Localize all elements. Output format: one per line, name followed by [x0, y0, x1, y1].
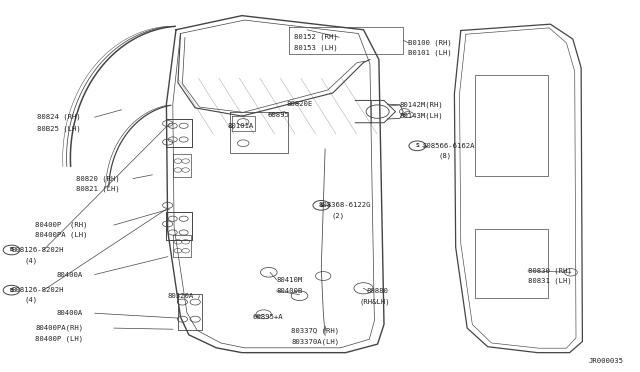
Text: B: B	[10, 288, 13, 293]
Text: 80821 (LH): 80821 (LH)	[76, 186, 119, 192]
Text: JR000035: JR000035	[589, 358, 624, 364]
Text: 80400P  (RH): 80400P (RH)	[35, 222, 88, 228]
Text: S08566-6162A: S08566-6162A	[422, 143, 475, 149]
Text: 80152 (RH): 80152 (RH)	[294, 34, 338, 41]
Text: 60895+A: 60895+A	[253, 314, 284, 320]
Text: 80142M(RH): 80142M(RH)	[400, 102, 444, 108]
Text: (RH&LH): (RH&LH)	[360, 298, 390, 305]
Text: 80400PA (LH): 80400PA (LH)	[35, 232, 88, 238]
Text: B08126-8202H: B08126-8202H	[12, 247, 64, 253]
Text: 80320A: 80320A	[168, 293, 194, 299]
Text: 80410M: 80410M	[276, 277, 303, 283]
Text: (4): (4)	[24, 297, 38, 304]
Text: S08368-6122G: S08368-6122G	[319, 202, 371, 208]
Text: 80400A: 80400A	[56, 310, 83, 316]
Text: 80400B: 80400B	[276, 288, 303, 294]
Text: 80153 (LH): 80153 (LH)	[294, 44, 338, 51]
Text: 803370A(LH): 803370A(LH)	[291, 338, 339, 345]
Text: 80824 (RH): 80824 (RH)	[37, 114, 81, 121]
Text: (8): (8)	[438, 153, 452, 160]
Text: 80400A: 80400A	[56, 272, 83, 278]
Text: (4): (4)	[24, 257, 38, 264]
Text: (2): (2)	[332, 212, 345, 219]
Text: 80400PA(RH): 80400PA(RH)	[35, 325, 83, 331]
Text: 80820 (RH): 80820 (RH)	[76, 175, 119, 182]
Text: 60895: 60895	[268, 112, 289, 118]
Text: 80337Q (RH): 80337Q (RH)	[291, 327, 339, 334]
Text: 80B25 (LH): 80B25 (LH)	[37, 125, 81, 132]
Text: B0100 (RH): B0100 (RH)	[408, 39, 452, 46]
Text: 80831 (LH): 80831 (LH)	[528, 278, 572, 285]
Text: 80101A: 80101A	[227, 124, 253, 129]
Text: B0101 (LH): B0101 (LH)	[408, 50, 452, 57]
Text: 80830 (RH): 80830 (RH)	[528, 267, 572, 274]
Text: 80820E: 80820E	[287, 101, 313, 107]
Text: 80400P (LH): 80400P (LH)	[35, 335, 83, 342]
Text: B: B	[10, 247, 13, 253]
Text: S: S	[415, 143, 419, 148]
Text: 80143M(LH): 80143M(LH)	[400, 112, 444, 119]
Text: B08126-8202H: B08126-8202H	[12, 287, 64, 293]
Text: S: S	[319, 203, 323, 208]
Text: 80880: 80880	[366, 288, 388, 294]
